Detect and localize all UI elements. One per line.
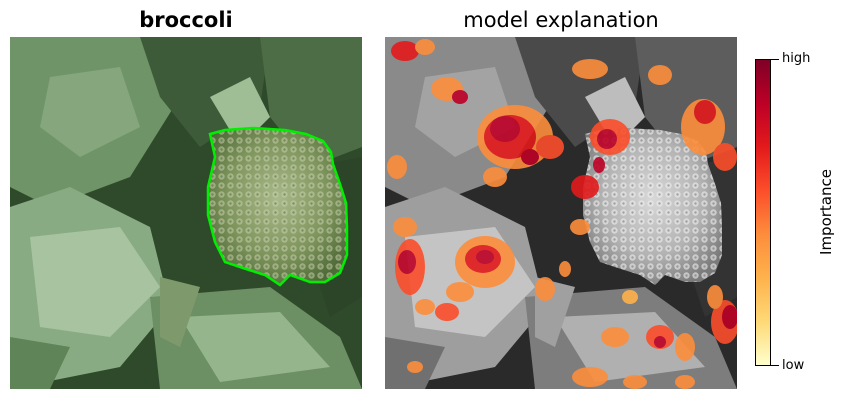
broccoli-photo [10,37,362,389]
importance-colorbar [755,59,771,366]
colorbar-tick-low [771,365,779,366]
right-panel-title: model explanation [463,8,659,32]
segmentation-outline [206,126,349,287]
original-image-panel [10,37,362,389]
importance-heatmap [385,37,737,389]
explanation-image-panel [385,37,737,389]
colorbar-tick-high [771,59,779,60]
left-panel-title: broccoli [139,8,233,32]
colorbar-low-label: low [782,358,805,373]
colorbar-high-label: high [782,51,811,66]
colorbar-axis-label: Importance [817,169,835,255]
